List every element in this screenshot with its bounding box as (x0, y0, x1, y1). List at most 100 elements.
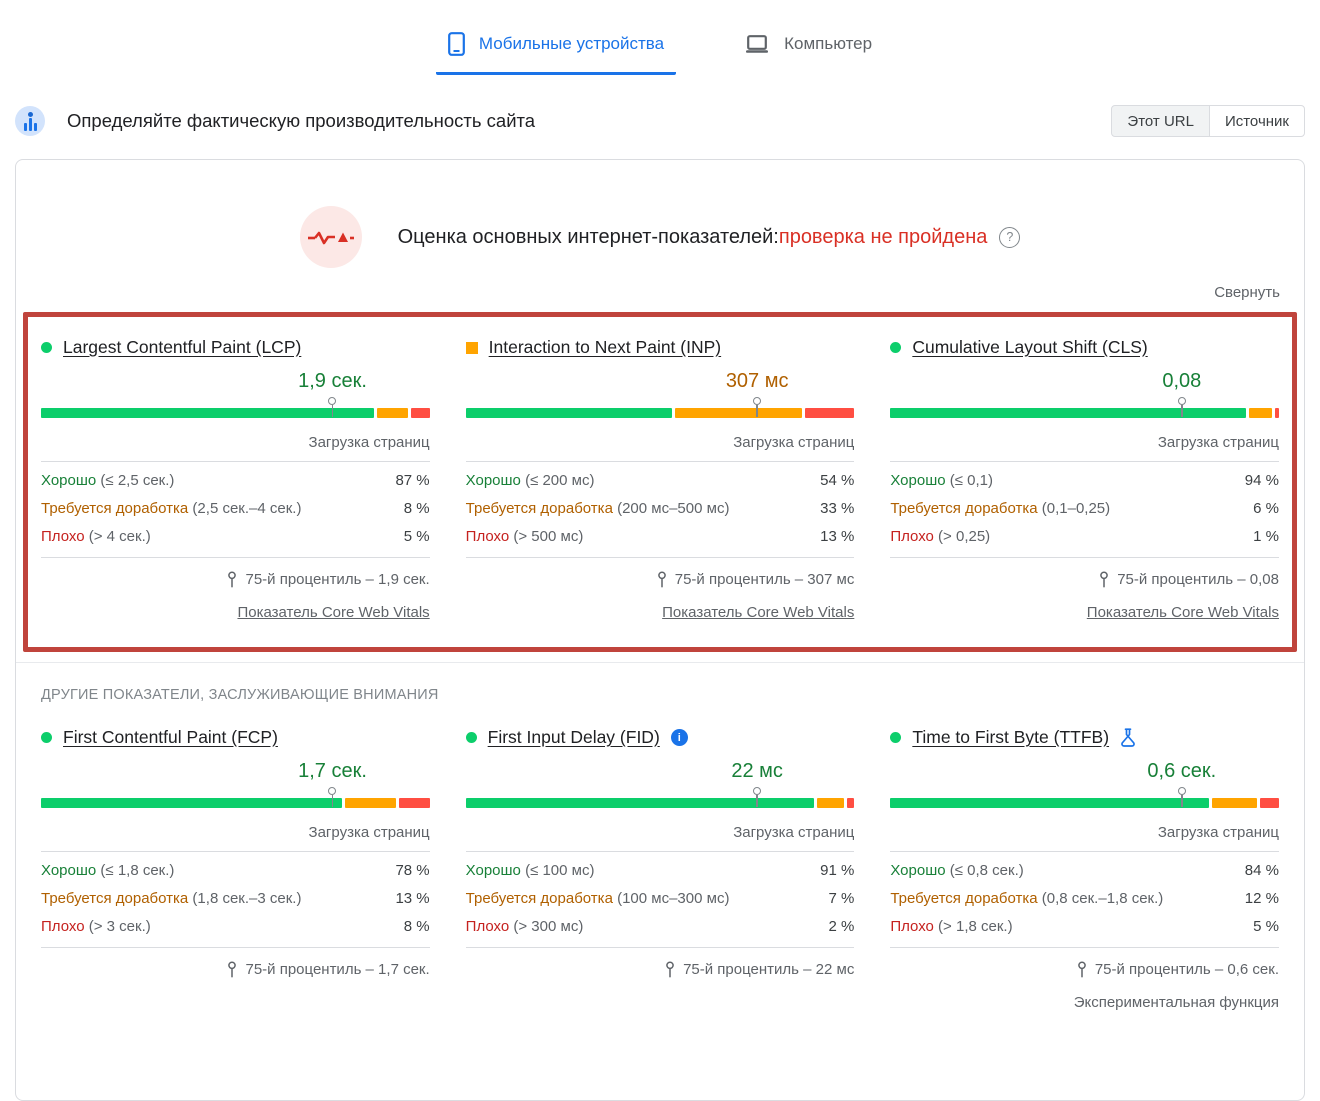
collapse-link[interactable]: Свернуть (1214, 284, 1280, 301)
range-bounds: (> 500 мс) (509, 527, 584, 545)
range-percent: 91 % (820, 861, 855, 879)
distribution-row-ni: Требуется доработка (0,8 сек.–1,8 сек.) 1… (890, 884, 1279, 912)
other-metrics-heading: ДРУГИЕ ПОКАЗАТЕЛИ, ЗАСЛУЖИВАЮЩИЕ ВНИМАНИ… (41, 687, 439, 703)
range-bounds: (≤ 0,8 сек.) (945, 861, 1024, 879)
range-label: Требуется доработка (200 мс–500 мс) (466, 500, 730, 517)
crux-logo-icon (15, 106, 45, 136)
metric-card-fid: First Input Delay (FID) i 22 мс Загрузка ст… (465, 727, 855, 1011)
metric-title-link[interactable]: Time to First Byte (TTFB) (912, 727, 1110, 747)
page-loads-label: Загрузка страниц (465, 434, 855, 462)
experimental-flask-icon[interactable] (1120, 728, 1136, 747)
metric-title-link[interactable]: Largest Contentful Paint (LCP) (63, 337, 302, 357)
range-percent: 13 % (820, 527, 855, 545)
distribution-row-good: Хорошо (≤ 100 мс) 91 % (466, 856, 855, 884)
bar-segment-good (890, 798, 1209, 808)
bar-segment-ni (1211, 798, 1258, 808)
range-bounds: (> 0,25) (933, 527, 991, 545)
pin-glyph-icon (228, 961, 237, 978)
core-web-vitals-link[interactable]: Показатель Core Web Vitals (237, 604, 430, 621)
distribution-bar (465, 787, 855, 808)
bar-segment-poor (398, 798, 430, 808)
distribution-rows: Хорошо (≤ 100 мс) 91 % Требуется доработка… (465, 852, 855, 948)
metric-value-area: 0,6 сек. (890, 760, 1279, 788)
core-web-vitals-link[interactable]: Показатель Core Web Vitals (1086, 604, 1279, 621)
percentile-row: 75-й процентиль – 307 мс (466, 571, 854, 588)
page-loads-label: Загрузка страниц (465, 824, 855, 852)
metric-title-link[interactable]: First Input Delay (FID) (487, 727, 660, 747)
help-icon[interactable]: ? (999, 226, 1021, 248)
metric-value: 307 мс (725, 370, 789, 392)
assessment-status: проверка не пройдена (778, 225, 988, 248)
distribution-row-poor: Плохо (> 3 сек.) 8 % (41, 912, 430, 940)
metric-card-lcp: Largest Contentful Paint (LCP) 1,9 сек. За… (41, 337, 430, 621)
metric-value-area: 0,08 (890, 370, 1279, 398)
tab-desktop[interactable]: Компьютер (732, 26, 884, 75)
percentile-text: 75-й процентиль – 1,7 сек. (245, 961, 430, 978)
metric-title-row: Time to First Byte (TTFB) (890, 727, 1279, 748)
core-web-vitals-link[interactable]: Показатель Core Web Vitals (662, 604, 855, 621)
range-label: Хорошо (≤ 2,5 сек.) (41, 472, 174, 489)
percentile-row: 75-й процентиль – 0,6 сек. (890, 961, 1279, 978)
info-icon[interactable]: i (670, 729, 688, 746)
percentile-text: 75-й процентиль – 22 мс (683, 961, 855, 978)
range-bounds: (≤ 1,8 сек.) (96, 861, 175, 879)
distribution-bar (41, 787, 430, 808)
range-name: Плохо (465, 527, 510, 545)
metric-title-link[interactable]: First Contentful Paint (FCP) (63, 727, 278, 747)
phone-icon (448, 32, 465, 56)
bar-segment-ni (1249, 408, 1273, 418)
bar-segment-good (41, 408, 374, 418)
range-bounds: (2,5 сек.–4 сек.) (188, 499, 302, 517)
range-name: Требуется доработка (890, 499, 1038, 517)
range-percent: 5 % (403, 527, 430, 545)
percentile-row: 75-й процентиль – 22 мс (466, 961, 855, 978)
bar-segment-good (465, 408, 673, 418)
range-label: Хорошо (≤ 0,8 сек.) (890, 862, 1023, 879)
distribution-row-ni: Требуется доработка (100 мс–300 мс) 7 % (466, 884, 855, 912)
distribution-row-good: Хорошо (≤ 200 мс) 54 % (466, 466, 855, 494)
range-label: Требуется доработка (1,8 сек.–3 сек.) (41, 890, 301, 907)
range-name: Хорошо (41, 861, 97, 879)
range-label: Плохо (> 3 сек.) (41, 918, 151, 935)
range-percent: 33 % (820, 499, 855, 517)
good-dot-icon (465, 732, 477, 743)
distribution-rows: Хорошо (≤ 200 мс) 54 % Требуется доработка… (465, 462, 855, 558)
metric-value-area: 307 мс (466, 370, 855, 398)
range-bounds: (≤ 100 мс) (520, 861, 595, 879)
page-title: Определяйте фактическую производительнос… (67, 110, 536, 131)
range-percent: 87 % (395, 471, 430, 489)
metric-card-ttfb: Time to First Byte (TTFB) 0,6 сек. Загрузк… (890, 727, 1279, 1011)
distribution-row-good: Хорошо (≤ 1,8 сек.) 78 % (41, 856, 430, 884)
range-name: Плохо (890, 917, 934, 935)
scope-origin-button[interactable]: Источник (1208, 105, 1305, 137)
bar-segment-good (41, 798, 343, 808)
tab-desktop-label: Компьютер (784, 34, 873, 53)
percentile-pin-icon (328, 787, 337, 807)
range-percent: 84 % (1244, 861, 1279, 879)
bar-segment-good (465, 798, 814, 808)
page-loads-label: Загрузка страниц (890, 434, 1279, 462)
percentile-text: 75-й процентиль – 1,9 сек. (245, 571, 430, 588)
metric-title-link[interactable]: Cumulative Layout Shift (CLS) (912, 337, 1148, 357)
range-name: Требуется доработка (41, 889, 189, 907)
distribution-bar (890, 397, 1279, 418)
range-bounds: (≤ 0,1) (945, 471, 993, 489)
laptop-icon (744, 33, 770, 55)
distribution-row-good: Хорошо (≤ 0,8 сек.) 84 % (890, 856, 1279, 884)
range-bounds: (100 мс–300 мс) (612, 889, 730, 907)
range-percent: 7 % (828, 889, 855, 907)
range-label: Хорошо (≤ 100 мс) (466, 862, 595, 879)
tab-mobile[interactable]: Мобильные устройства (435, 26, 677, 75)
scope-this-url-button[interactable]: Этот URL (1111, 105, 1210, 137)
experimental-note: Экспериментальная функция (1073, 994, 1279, 1011)
percentile-pin-icon (1177, 787, 1186, 807)
range-name: Плохо (465, 917, 510, 935)
range-percent: 12 % (1244, 889, 1279, 907)
metric-title-link[interactable]: Interaction to Next Paint (INP) (488, 337, 722, 357)
bar-segment-good (890, 408, 1247, 418)
range-bounds: (≤ 2,5 сек.) (96, 471, 175, 489)
metric-value: 0,08 (1162, 370, 1202, 392)
percentile-text: 75-й процентиль – 0,08 (1117, 571, 1279, 588)
pulse-chart-icon (299, 206, 362, 268)
range-label: Плохо (> 300 мс) (466, 918, 584, 935)
